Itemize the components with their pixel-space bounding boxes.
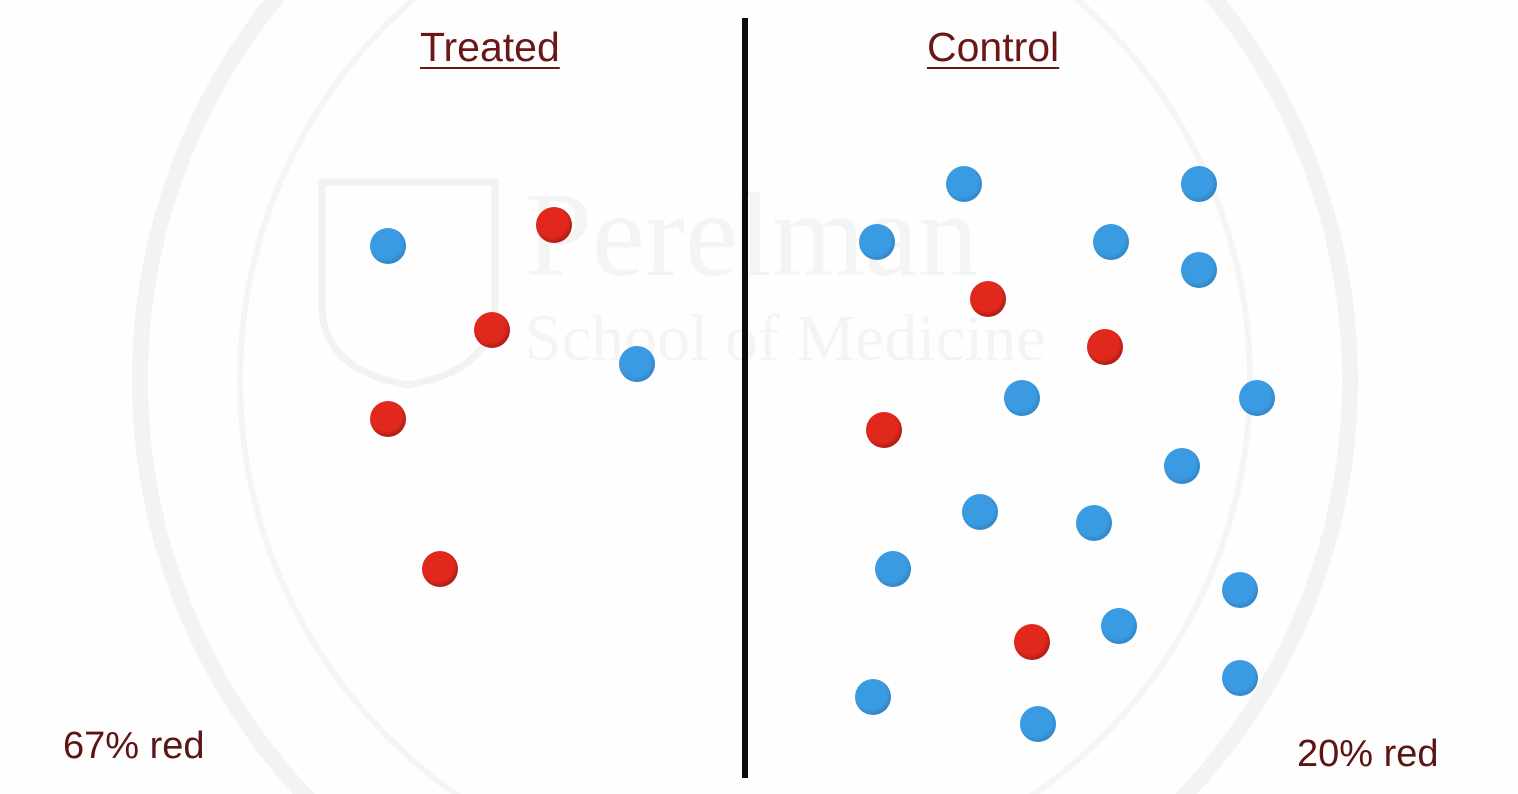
control-dot-red	[1014, 624, 1050, 660]
control-dot-blue	[962, 494, 998, 530]
control-heading: Control	[927, 24, 1060, 70]
treated-dot-blue	[370, 228, 406, 264]
treated-dot-red	[422, 551, 458, 587]
control-dot-blue	[1101, 608, 1137, 644]
control-dot-blue	[855, 679, 891, 715]
treated-heading: Treated	[420, 24, 560, 70]
treated-dot-blue	[619, 346, 655, 382]
control-dot-blue	[946, 166, 982, 202]
shield-icon	[318, 178, 499, 389]
control-dot-red	[1087, 329, 1123, 365]
group-divider	[742, 18, 748, 778]
control-dot-blue	[1239, 380, 1275, 416]
control-dot-blue	[1004, 380, 1040, 416]
control-dot-red	[970, 281, 1006, 317]
watermark-wordmark: Perelman	[525, 168, 978, 301]
control-dot-blue	[859, 224, 895, 260]
treated-dot-red	[370, 401, 406, 437]
control-dot-blue	[1076, 505, 1112, 541]
treated-dot-red	[536, 207, 572, 243]
treated-red-percentage: 67% red	[63, 725, 205, 767]
control-dot-red	[866, 412, 902, 448]
control-dot-blue	[1181, 252, 1217, 288]
control-dot-blue	[875, 551, 911, 587]
control-dot-blue	[1020, 706, 1056, 742]
watermark-school: School of Medicine	[525, 302, 1046, 375]
control-dot-blue	[1222, 660, 1258, 696]
control-dot-blue	[1093, 224, 1129, 260]
treated-dot-red	[474, 312, 510, 348]
control-dot-blue	[1181, 166, 1217, 202]
control-red-percentage: 20% red	[1297, 733, 1439, 775]
control-dot-blue	[1222, 572, 1258, 608]
control-dot-blue	[1164, 448, 1200, 484]
